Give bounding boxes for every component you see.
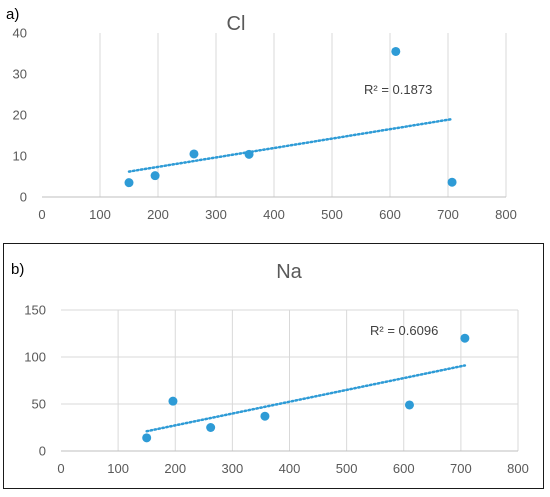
data-point xyxy=(404,400,414,410)
trendline xyxy=(127,117,454,173)
x-tick-label: 800 xyxy=(507,461,529,476)
chart-title: Na xyxy=(276,261,302,283)
x-tick-label: 0 xyxy=(57,461,64,476)
plot-area: 0 100 200 300 400 500 600 700 800 0 50 100 150 xyxy=(24,303,529,477)
x-tick-label: 700 xyxy=(450,461,472,476)
data-point xyxy=(168,396,178,406)
x-tick-label: 100 xyxy=(89,207,111,222)
x-tick-label: 300 xyxy=(222,461,244,476)
y-tick-label: 30 xyxy=(13,67,27,82)
data-point xyxy=(260,411,270,421)
x-tick-label: 800 xyxy=(495,207,517,222)
data-point xyxy=(189,149,199,159)
data-point xyxy=(142,433,152,443)
x-tick-label: 600 xyxy=(393,461,415,476)
panel-label: b) xyxy=(11,261,24,278)
plot-area: 0 100 200 300 400 500 600 700 800 0 10 20 30 40 xyxy=(13,26,517,223)
data-point xyxy=(124,178,134,188)
x-tick-label: 700 xyxy=(437,207,459,222)
x-tick-label: 200 xyxy=(147,207,169,222)
x-tick-label: 500 xyxy=(321,207,343,222)
data-point xyxy=(244,149,254,159)
data-point xyxy=(206,423,216,432)
x-tick-label: 0 xyxy=(38,207,45,222)
x-tick-label: 100 xyxy=(107,461,129,476)
y-tick-label: 100 xyxy=(24,350,46,365)
trendline xyxy=(145,364,467,433)
chart-title: Cl xyxy=(227,13,246,35)
x-tick-label: 500 xyxy=(336,461,358,476)
x-tick-label: 200 xyxy=(164,461,186,476)
data-point xyxy=(150,171,160,181)
chart-panel-na: b) Na 0 100 200 300 400 500 600 700 800 0 50 100 150… xyxy=(3,243,544,489)
y-tick-label: 10 xyxy=(13,149,27,164)
x-tick-label: 400 xyxy=(263,207,285,222)
data-point xyxy=(391,46,401,56)
data-point xyxy=(447,177,457,187)
y-tick-label: 40 xyxy=(13,26,27,41)
x-tick-label: 300 xyxy=(205,207,227,222)
y-tick-label: 150 xyxy=(24,303,46,318)
r2-label: R² = 0.6096 xyxy=(370,323,438,338)
chart-panel-cl: a) Cl 0 100 200 300 400 500 600 700 800 0 10 20 30 40… xyxy=(0,0,550,238)
y-tick-label: 20 xyxy=(13,108,27,123)
y-tick-label: 0 xyxy=(39,444,46,459)
chart-na: b) Na 0 100 200 300 400 500 600 700 800 0 50 100 150… xyxy=(11,261,529,477)
y-tick-label: 50 xyxy=(32,397,46,412)
panel-label: a) xyxy=(6,6,19,23)
r2-label: R² = 0.1873 xyxy=(364,82,432,97)
y-tick-label: 0 xyxy=(20,190,27,205)
x-tick-label: 400 xyxy=(279,461,301,476)
chart-cl: a) Cl 0 100 200 300 400 500 600 700 800 0 10 20 30 40… xyxy=(6,6,517,223)
data-point xyxy=(460,333,470,343)
x-tick-label: 600 xyxy=(379,207,401,222)
